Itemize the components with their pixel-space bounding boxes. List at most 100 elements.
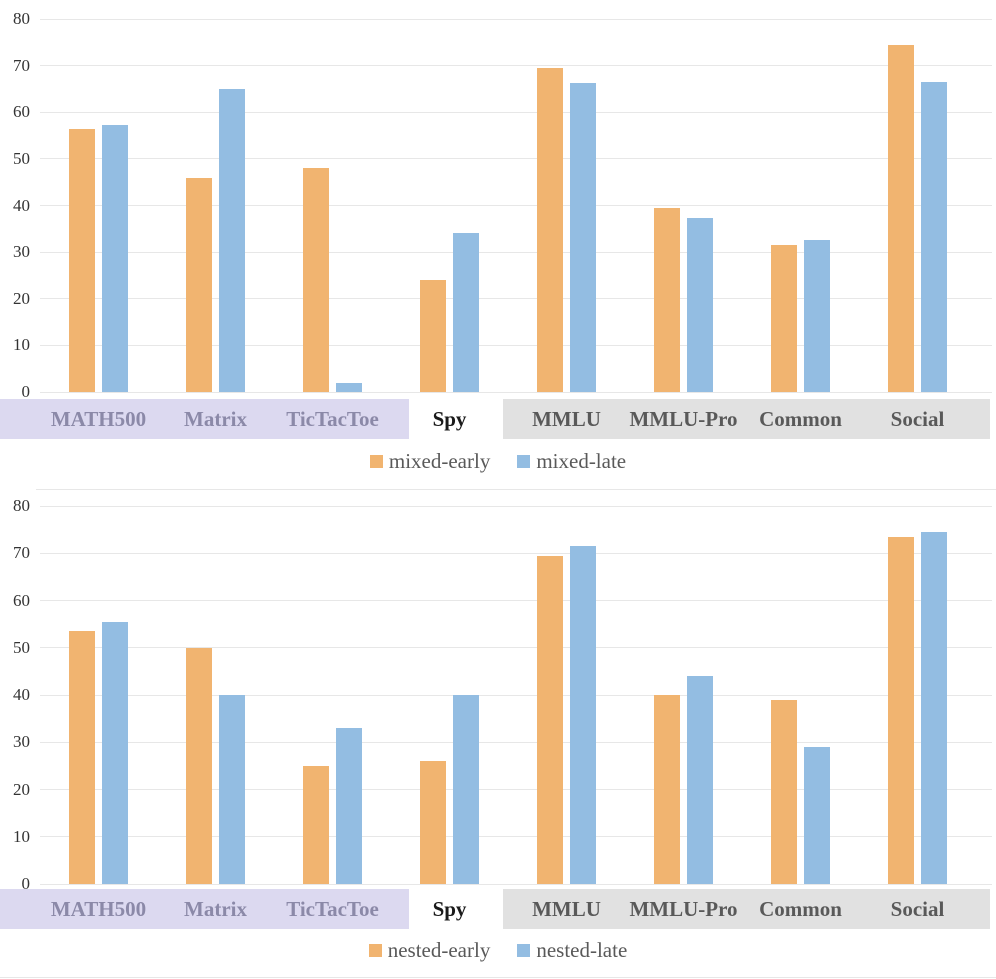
bar-nested-late-math500 bbox=[102, 621, 128, 884]
gridline-60 bbox=[40, 111, 992, 113]
bar-group-tictactoe bbox=[274, 19, 391, 392]
y-axis-tick-label-50: 50 bbox=[13, 148, 30, 168]
gridline-0 bbox=[40, 391, 992, 393]
legend-label-mixed-early: mixed-early bbox=[388, 449, 491, 473]
bar-mixed-early-tictactoe bbox=[303, 168, 329, 392]
bar-group-mmlu bbox=[508, 506, 625, 884]
bars-container bbox=[40, 506, 976, 884]
plot-area bbox=[40, 505, 992, 885]
bar-mixed-early-matrix bbox=[186, 177, 212, 392]
y-axis-tick-label-40: 40 bbox=[13, 195, 30, 215]
strip-highlight-segment-1 bbox=[503, 399, 990, 439]
bar-nested-late-matrix bbox=[219, 695, 245, 884]
bar-nested-early-tictactoe bbox=[303, 765, 329, 884]
category-label-common: Common bbox=[759, 897, 842, 921]
plot-area bbox=[40, 18, 992, 393]
category-strip: MATH500 Matrix TicTacToe Spy MMLU MMLU-Pro Com… bbox=[0, 889, 996, 929]
gridline-70 bbox=[40, 552, 992, 554]
y-axis-tick-label-10: 10 bbox=[13, 335, 30, 355]
bar-group-mmlu-pro bbox=[625, 19, 742, 392]
gridline-60 bbox=[40, 600, 992, 601]
bar-nested-early-spy bbox=[420, 761, 446, 884]
gridline-40 bbox=[40, 205, 992, 206]
bar-mixed-early-math500 bbox=[69, 128, 95, 392]
bar-group-spy bbox=[391, 506, 508, 884]
legend-item-nested-early: nested-early bbox=[368, 935, 491, 965]
strip-highlight-segment-0 bbox=[0, 889, 409, 929]
y-axis-tick-label-80: 80 bbox=[13, 9, 30, 28]
category-label-mmlu: MMLU bbox=[532, 897, 601, 921]
bar-mixed-early-mmlu-pro bbox=[654, 207, 680, 392]
gridline-80 bbox=[40, 18, 992, 20]
y-axis-tick-label-60: 60 bbox=[13, 590, 30, 610]
legend-swatch-nested-late bbox=[517, 943, 531, 957]
bar-mixed-late-common bbox=[804, 240, 830, 392]
gridline-80 bbox=[40, 505, 992, 507]
bar-nested-late-common bbox=[804, 746, 830, 884]
bar-group-math500 bbox=[40, 19, 157, 392]
gridline-10 bbox=[40, 836, 992, 838]
gridline-10 bbox=[40, 344, 992, 346]
bar-group-mmlu bbox=[508, 19, 625, 392]
y-axis-tick-label-0: 0 bbox=[21, 874, 31, 893]
bar-group-math500 bbox=[40, 506, 157, 884]
bar-mixed-late-social bbox=[921, 81, 947, 392]
legend-swatch-nested-early bbox=[368, 943, 382, 957]
bar-mixed-late-matrix bbox=[219, 88, 245, 392]
gridline-20 bbox=[40, 298, 992, 300]
y-axis-tick-label-80: 80 bbox=[13, 496, 30, 515]
legend-item-mixed-late: mixed-late bbox=[517, 446, 626, 476]
panel-top-border bbox=[36, 489, 996, 490]
category-strip: MATH500 Matrix TicTacToe Spy MMLU MMLU-Pro Com… bbox=[0, 399, 996, 439]
category-label-social: Social bbox=[890, 407, 945, 431]
y-axis-tick-label-0: 0 bbox=[21, 382, 31, 401]
legend-label-mixed-late: mixed-late bbox=[536, 449, 627, 473]
category-label-math500: MATH500 bbox=[50, 897, 147, 921]
bar-group-social bbox=[859, 19, 976, 392]
legend-swatch-mixed-late bbox=[517, 454, 531, 468]
bars-container bbox=[40, 19, 976, 392]
category-label-tictactoe: TicTacToe bbox=[286, 407, 379, 431]
y-axis-tick-label-30: 30 bbox=[13, 732, 30, 752]
strip-highlight-segment-0 bbox=[0, 399, 409, 439]
category-label-matrix: Matrix bbox=[184, 897, 247, 921]
category-label-mmlu-pro: MMLU-Pro bbox=[629, 407, 738, 431]
bar-group-social bbox=[859, 506, 976, 884]
bar-group-tictactoe bbox=[274, 506, 391, 884]
bar-nested-late-spy bbox=[453, 695, 479, 884]
category-label-tictactoe: TicTacToe bbox=[286, 897, 379, 921]
bar-nested-late-tictactoe bbox=[336, 728, 362, 884]
bar-nested-early-common bbox=[771, 699, 797, 884]
y-axis-tick-label-40: 40 bbox=[13, 685, 30, 704]
bar-group-matrix bbox=[157, 19, 274, 392]
bar-mixed-late-mmlu bbox=[570, 83, 596, 392]
mixed-chart-panel: 0 10 20 30 40 50 60 70 80 MATH500 Matrix TicTacToe S… bbox=[0, 0, 996, 489]
category-label-mmlu: MMLU bbox=[532, 407, 601, 431]
bar-mixed-late-tictactoe bbox=[336, 382, 362, 392]
bar-nested-early-math500 bbox=[69, 631, 95, 884]
category-label-common: Common bbox=[759, 407, 842, 431]
gridline-20 bbox=[40, 789, 992, 790]
bar-mixed-early-mmlu bbox=[537, 67, 563, 392]
gridline-50 bbox=[40, 158, 992, 160]
gridline-70 bbox=[40, 65, 992, 67]
legend-swatch-mixed-early bbox=[369, 454, 383, 468]
gridline-40 bbox=[40, 694, 992, 696]
category-label-matrix: Matrix bbox=[184, 407, 247, 431]
legend-item-mixed-early: mixed-early bbox=[369, 446, 491, 476]
bar-group-common bbox=[742, 506, 859, 884]
bar-nested-early-matrix bbox=[186, 647, 212, 884]
category-label-math500: MATH500 bbox=[50, 407, 147, 431]
legend-label-nested-early: nested-early bbox=[387, 938, 491, 962]
gridline-0 bbox=[40, 883, 992, 885]
bar-nested-early-mmlu bbox=[537, 555, 563, 884]
bar-mixed-late-math500 bbox=[102, 125, 128, 392]
bar-nested-early-social bbox=[888, 536, 914, 884]
gridline-30 bbox=[40, 741, 992, 743]
bar-nested-late-mmlu bbox=[570, 546, 596, 884]
bar-mixed-late-mmlu-pro bbox=[687, 218, 713, 392]
nested-chart-panel: 0 10 20 30 40 50 60 70 80 MATH500 Matrix TicTacToe S… bbox=[0, 489, 996, 979]
bar-nested-late-social bbox=[921, 532, 947, 884]
y-axis-tick-label-50: 50 bbox=[13, 637, 30, 657]
category-label-spy: Spy bbox=[432, 407, 467, 431]
